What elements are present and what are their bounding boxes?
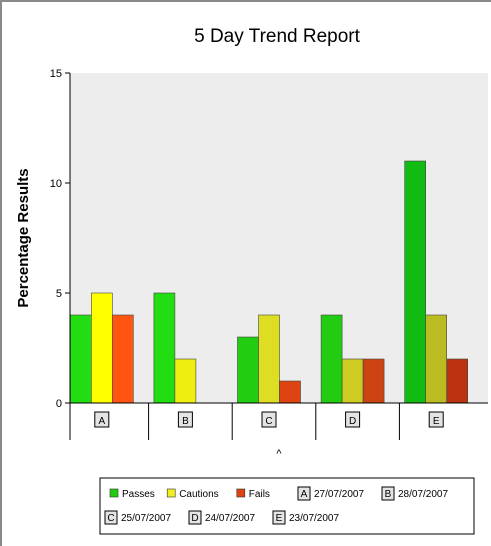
- legend-swatch-fails: [236, 488, 246, 498]
- y-tick-label: 0: [56, 398, 62, 410]
- bar-fails-e: [446, 358, 469, 404]
- bar-fails-c: [279, 380, 301, 404]
- bar-passes-e: [404, 160, 427, 404]
- bar-cautions-c: [258, 314, 280, 404]
- bar-fails-a: [112, 314, 134, 404]
- y-tick-label: 5: [56, 288, 62, 300]
- legend-category-key: C: [107, 513, 114, 524]
- y-tick-label: 15: [50, 68, 62, 80]
- x-category-label: C: [265, 416, 272, 427]
- legend-category-box: [188, 510, 202, 525]
- x-category-box: [428, 411, 444, 428]
- bar-passes-b: [153, 292, 176, 404]
- x-axis-label: ^: [276, 448, 282, 460]
- bar-cautions-d: [341, 358, 364, 404]
- legend-category-date: 23/07/2007: [289, 513, 339, 524]
- bar-passes-a: [70, 314, 92, 404]
- legend-category-key: B: [385, 489, 392, 500]
- legend-category-box: [104, 510, 118, 525]
- x-category-box: [177, 411, 193, 428]
- legend-label-cautions: Cautions: [179, 489, 218, 500]
- x-category-box: [345, 411, 361, 428]
- legend-category-date: 27/07/2007: [314, 489, 364, 500]
- y-tick-label: 10: [50, 178, 62, 190]
- y-axis-label: Percentage Results: [15, 168, 32, 307]
- legend-category-date: 25/07/2007: [121, 513, 171, 524]
- bar-passes-c: [237, 336, 259, 404]
- legend-label-fails: Fails: [249, 489, 270, 500]
- legend-swatch-cautions: [166, 488, 176, 498]
- bar-cautions-e: [425, 314, 448, 404]
- x-category-label: B: [182, 416, 189, 427]
- legend-category-date: 28/07/2007: [398, 489, 448, 500]
- chart-title: 5 Day Trend Report: [194, 26, 361, 47]
- x-category-label: A: [98, 416, 105, 427]
- legend-label-passes: Passes: [122, 489, 155, 500]
- x-category-label: E: [433, 416, 440, 427]
- legend-category-box: [272, 510, 286, 525]
- legend-category-key: E: [276, 513, 283, 524]
- legend-swatch-passes: [109, 488, 119, 498]
- bar-cautions-a: [91, 292, 113, 404]
- bar-cautions-b: [174, 358, 197, 404]
- x-category-box: [261, 411, 277, 428]
- x-category-box: [94, 411, 110, 428]
- legend-category-key: D: [191, 513, 198, 524]
- legend-box: [99, 477, 475, 535]
- legend-category-box: [297, 486, 311, 501]
- bar-fails-d: [362, 358, 385, 404]
- legend-category-box: [381, 486, 395, 501]
- legend-category-date: 24/07/2007: [205, 513, 255, 524]
- x-category-label: D: [349, 416, 356, 427]
- bar-passes-d: [320, 314, 343, 404]
- legend-category-key: A: [301, 489, 308, 500]
